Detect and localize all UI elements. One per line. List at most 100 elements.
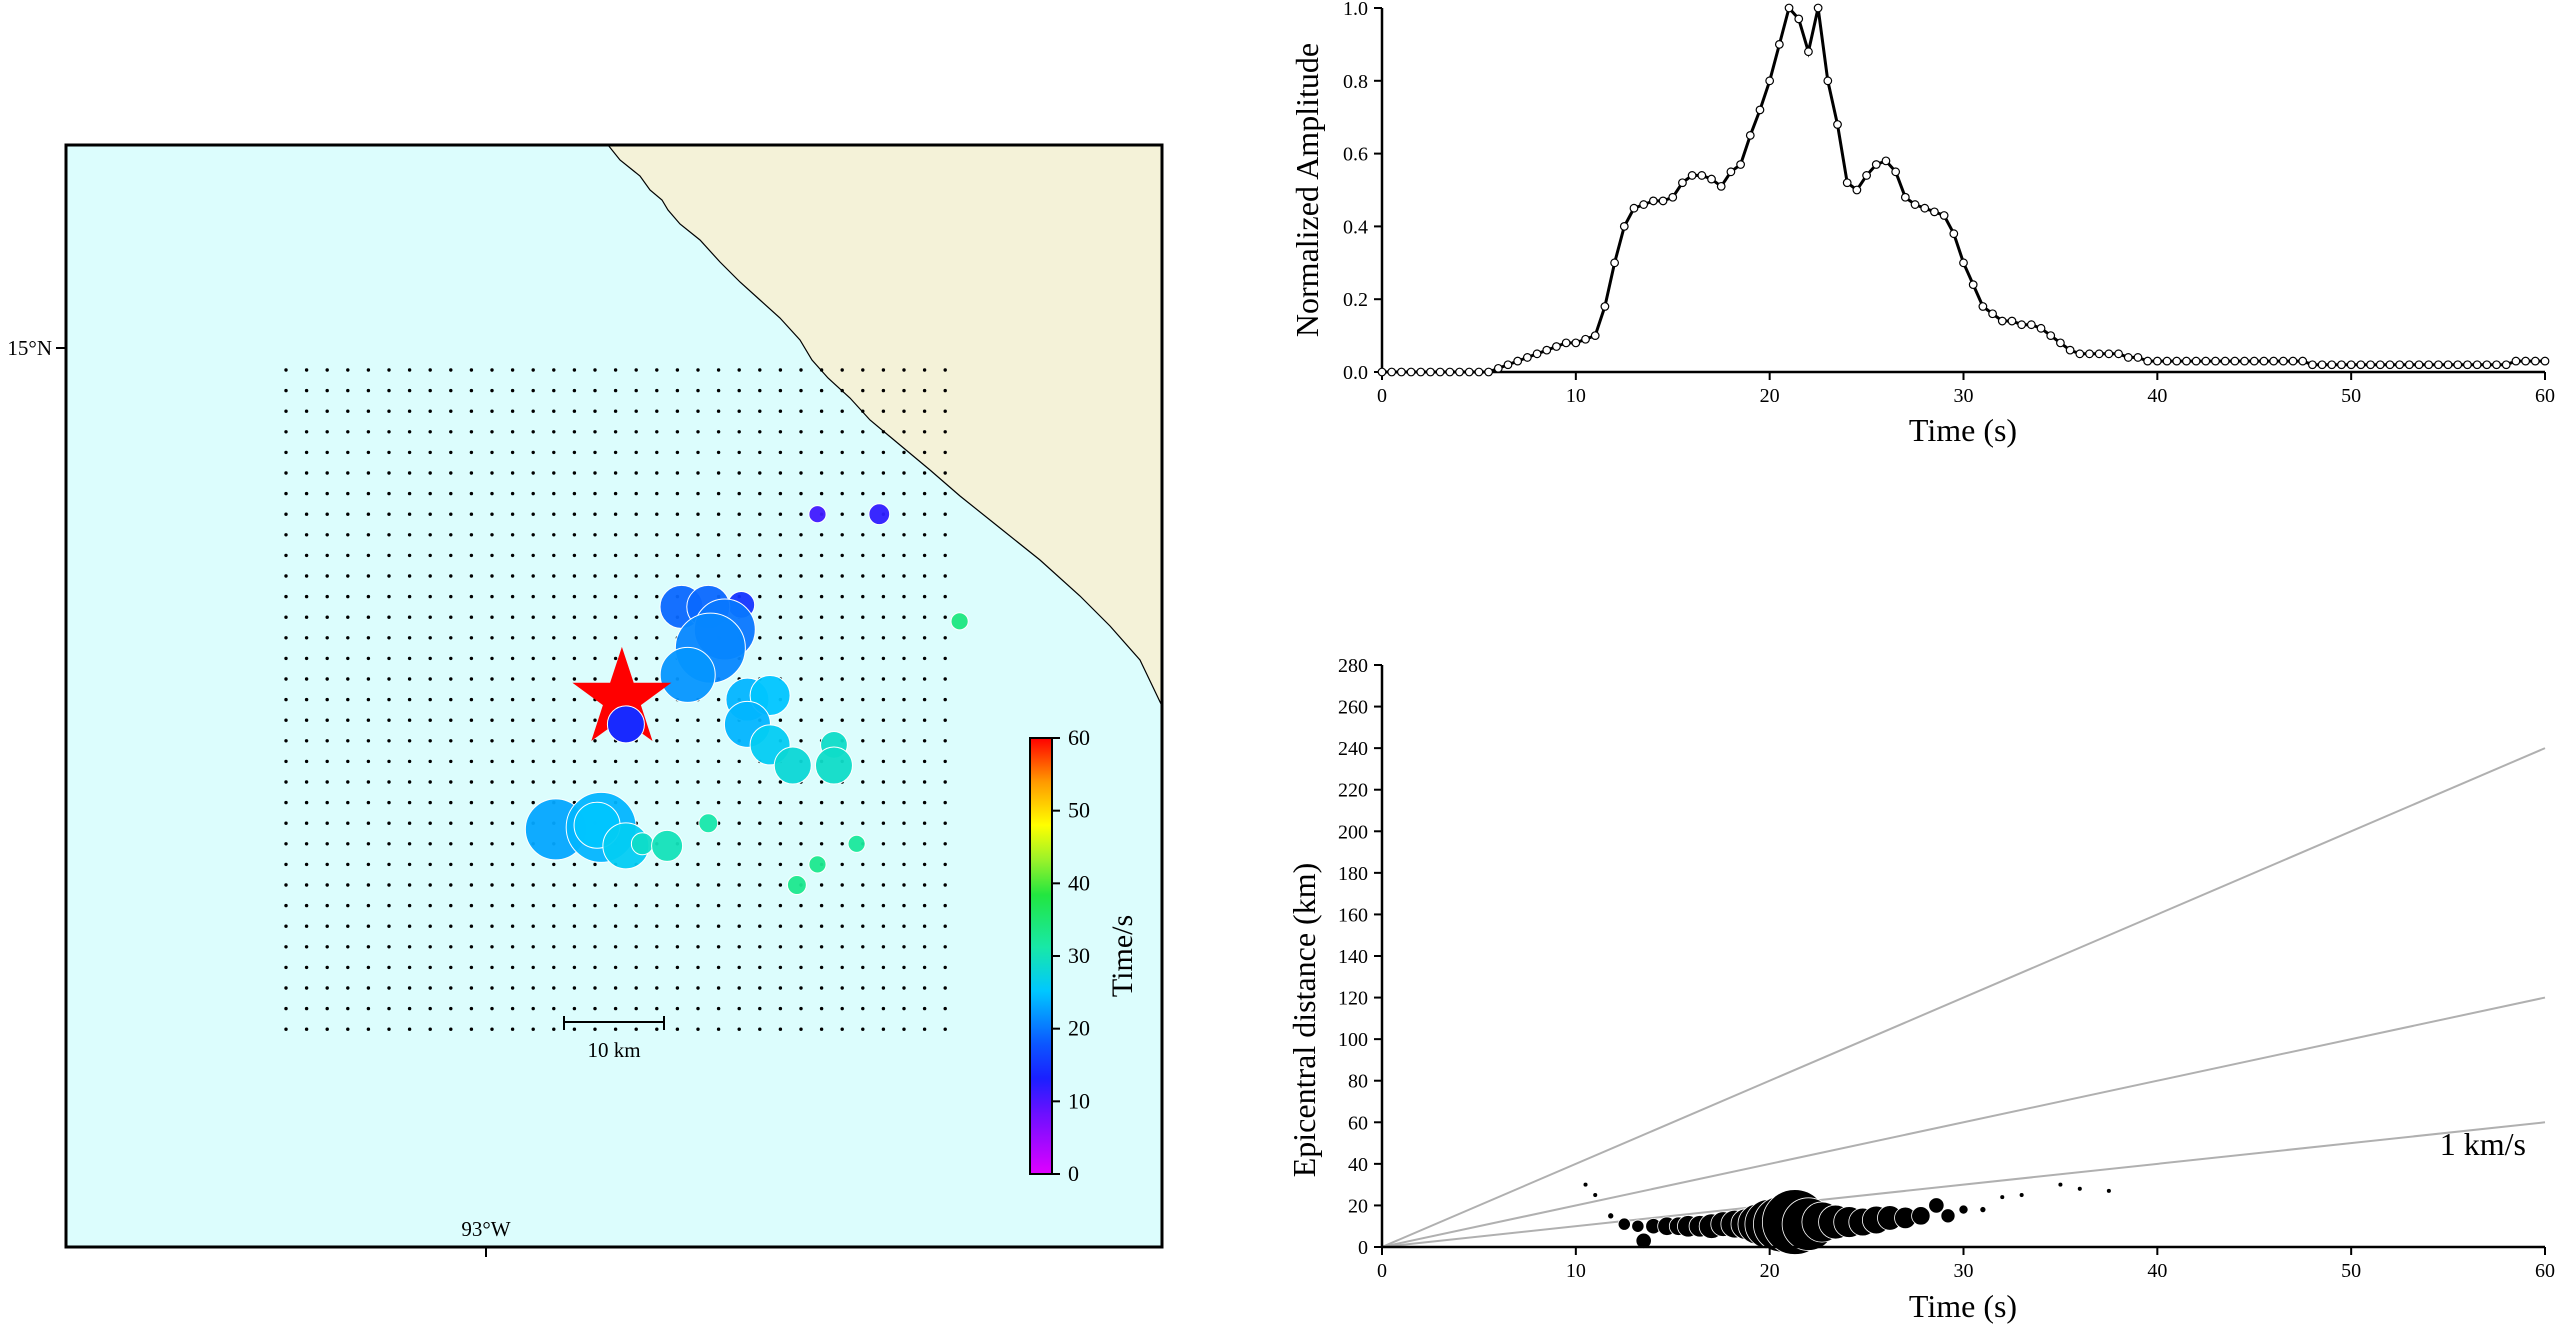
distance-y-tick-label: 220 [1338, 780, 1368, 802]
grid-dot [716, 471, 721, 475]
map-panel: 15°N 93°W 10 km [7, 143, 1164, 1257]
grid-dot [366, 574, 371, 578]
grid-dot [758, 491, 762, 496]
amplitude-marker [1629, 203, 1639, 213]
amplitude-marker [2162, 356, 2172, 366]
distance-points [1582, 1181, 2112, 1255]
grid-dot [696, 450, 700, 455]
amplitude-marker [1862, 171, 1871, 180]
grid-dot [366, 491, 371, 496]
grid-dot [799, 615, 803, 619]
grid-dot [902, 656, 906, 661]
grid-dot [428, 388, 432, 393]
grid-dot [572, 512, 577, 516]
grid-dot [449, 636, 453, 640]
amplitude-marker [2269, 356, 2279, 366]
grid-dot [593, 636, 597, 640]
grid-dot [510, 903, 515, 908]
grid-dot [655, 450, 659, 455]
grid-dot [572, 965, 577, 970]
grid-dot [284, 491, 288, 496]
grid-dot [428, 574, 432, 578]
grid-dot [758, 842, 762, 846]
grid-dot [284, 533, 288, 537]
grid-dot [469, 1027, 474, 1031]
amplitude-y-tick-label: 0.0 [1343, 362, 1368, 384]
grid-dot [716, 491, 721, 496]
grid-dot [758, 615, 762, 619]
grid-dot [490, 409, 494, 413]
grid-dot [881, 697, 886, 702]
amplitude-marker [1978, 302, 1988, 311]
grid-dot [716, 533, 721, 537]
grid-dot [490, 821, 494, 825]
grid-dot [737, 903, 741, 908]
grid-dot [407, 677, 412, 681]
grid-dot [428, 924, 432, 928]
amplitude-marker [1445, 367, 1455, 377]
grid-dot [325, 1027, 329, 1031]
grid-dot [490, 491, 494, 496]
grid-dot [552, 388, 556, 393]
grid-dot [799, 409, 803, 413]
grid-dot [304, 924, 309, 928]
grid-dot [304, 945, 309, 949]
grid-dot [861, 718, 865, 722]
grid-dot [819, 636, 824, 640]
grid-dot [346, 1006, 350, 1011]
grid-dot [655, 471, 659, 475]
grid-dot [655, 409, 659, 413]
grid-dot [366, 965, 371, 970]
grid-dot [881, 780, 886, 784]
colorbar-tick-label: 50 [1068, 798, 1090, 823]
grid-dot [778, 965, 783, 970]
grid-dot [778, 594, 783, 599]
grid-dot [284, 718, 288, 722]
grid-dot [902, 945, 906, 949]
epicenter-star [572, 646, 672, 741]
grid-dot [428, 615, 432, 619]
grid-dot [510, 491, 515, 496]
grid-dot [469, 656, 474, 661]
grid-dot [449, 986, 453, 990]
grid-dot [510, 512, 515, 516]
grid-dot [510, 615, 515, 619]
grid-dot [325, 368, 329, 372]
amplitude-marker [2104, 349, 2114, 359]
grid-dot [531, 903, 535, 908]
distance-x-tick-label: 40 [2147, 1260, 2167, 1282]
grid-dot [943, 842, 947, 846]
grid-dot [572, 388, 577, 393]
grid-dot [881, 388, 886, 393]
grid-dot [675, 450, 680, 455]
grid-dot [634, 903, 638, 908]
grid-dot [346, 800, 350, 805]
grid-dot [778, 409, 783, 413]
grid-dot [510, 965, 515, 970]
grid-dot [469, 450, 474, 455]
grid-dot [325, 677, 329, 681]
amplitude-marker [2385, 360, 2395, 370]
amplitude-marker [1581, 334, 1590, 344]
grid-dot [737, 1006, 741, 1011]
grid-dot [675, 574, 680, 578]
grid-dot [572, 883, 577, 887]
grid-dot [387, 842, 391, 846]
grid-dot [840, 615, 844, 619]
grid-dot [407, 636, 412, 640]
grid-dot [799, 512, 803, 516]
grid-dot [366, 842, 371, 846]
grid-dot [758, 1027, 762, 1031]
grid-dot [593, 986, 597, 990]
amplitude-marker [2404, 360, 2414, 370]
grid-dot [407, 718, 412, 722]
grid-dot [716, 450, 721, 455]
colorbar-ramp [1029, 737, 1053, 1175]
grid-dot [428, 986, 432, 990]
grid-dot [696, 368, 700, 372]
amplitude-markers [1377, 3, 2550, 377]
amplitude-marker [1513, 356, 1523, 366]
grid-dot [325, 512, 329, 516]
grid-dot [346, 656, 350, 661]
grid-dot [428, 512, 432, 516]
